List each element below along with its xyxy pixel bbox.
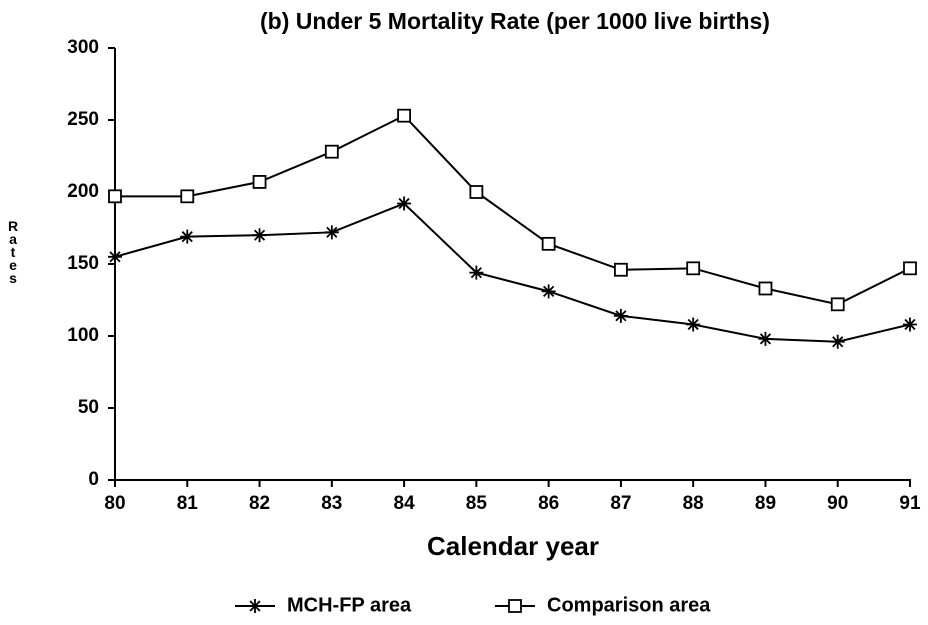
data-point: [324, 144, 339, 159]
data-point: [830, 297, 845, 312]
y-tick-label: 300: [67, 37, 99, 58]
data-point: [180, 189, 195, 204]
legend-marker: [248, 599, 262, 613]
data-point: [252, 228, 267, 243]
data-point: [252, 175, 267, 189]
series-line: [115, 114, 911, 306]
series-line: [114, 202, 911, 343]
x-tick-label: 80: [104, 493, 125, 514]
y-tick-label: 250: [67, 109, 99, 130]
x-tick-label: 84: [394, 493, 416, 514]
x-tick-label: 81: [177, 493, 199, 514]
data-point: [686, 317, 701, 332]
y-tick-label: 50: [78, 397, 99, 418]
legend-label: MCH-FP area: [287, 594, 412, 616]
x-tick-label: 90: [827, 493, 848, 514]
data-point: [758, 281, 773, 296]
x-tick-label: 88: [683, 493, 704, 514]
data-point: [614, 262, 628, 277]
data-point: [397, 108, 411, 123]
x-tick-label: 87: [610, 493, 631, 514]
x-tick-label: 82: [249, 493, 270, 514]
data-point: [758, 331, 773, 346]
data-point: [180, 229, 195, 244]
data-point: [903, 317, 917, 332]
y-tick-label: 100: [67, 325, 99, 346]
y-tick-label: 0: [88, 469, 99, 490]
y-axis-label: Rates: [5, 218, 21, 283]
data-point: [686, 261, 701, 276]
chart-title: (b) Under 5 Mortality Rate (per 1000 liv…: [260, 8, 770, 34]
legend-label: Comparison area: [547, 594, 711, 616]
data-point: [397, 196, 412, 211]
data-point: [903, 261, 917, 276]
data-point: [108, 189, 122, 204]
x-axis-label: Calendar year: [427, 531, 599, 561]
y-tick-label: 200: [67, 181, 99, 202]
data-point: [469, 185, 484, 199]
y-tick-label: 150: [67, 253, 99, 274]
data-point: [541, 236, 556, 251]
data-point: [108, 249, 122, 264]
data-point: [324, 225, 339, 240]
data-point: [830, 334, 845, 349]
data-point: [541, 284, 556, 299]
data-point: [469, 265, 484, 280]
data-point: [613, 308, 628, 323]
x-tick-label: 86: [538, 493, 559, 514]
legend-marker: [508, 599, 522, 613]
x-tick-label: 89: [755, 493, 776, 514]
x-tick-label: 83: [321, 493, 342, 514]
x-tick-label: 91: [899, 493, 921, 514]
x-tick-label: 85: [466, 493, 488, 514]
